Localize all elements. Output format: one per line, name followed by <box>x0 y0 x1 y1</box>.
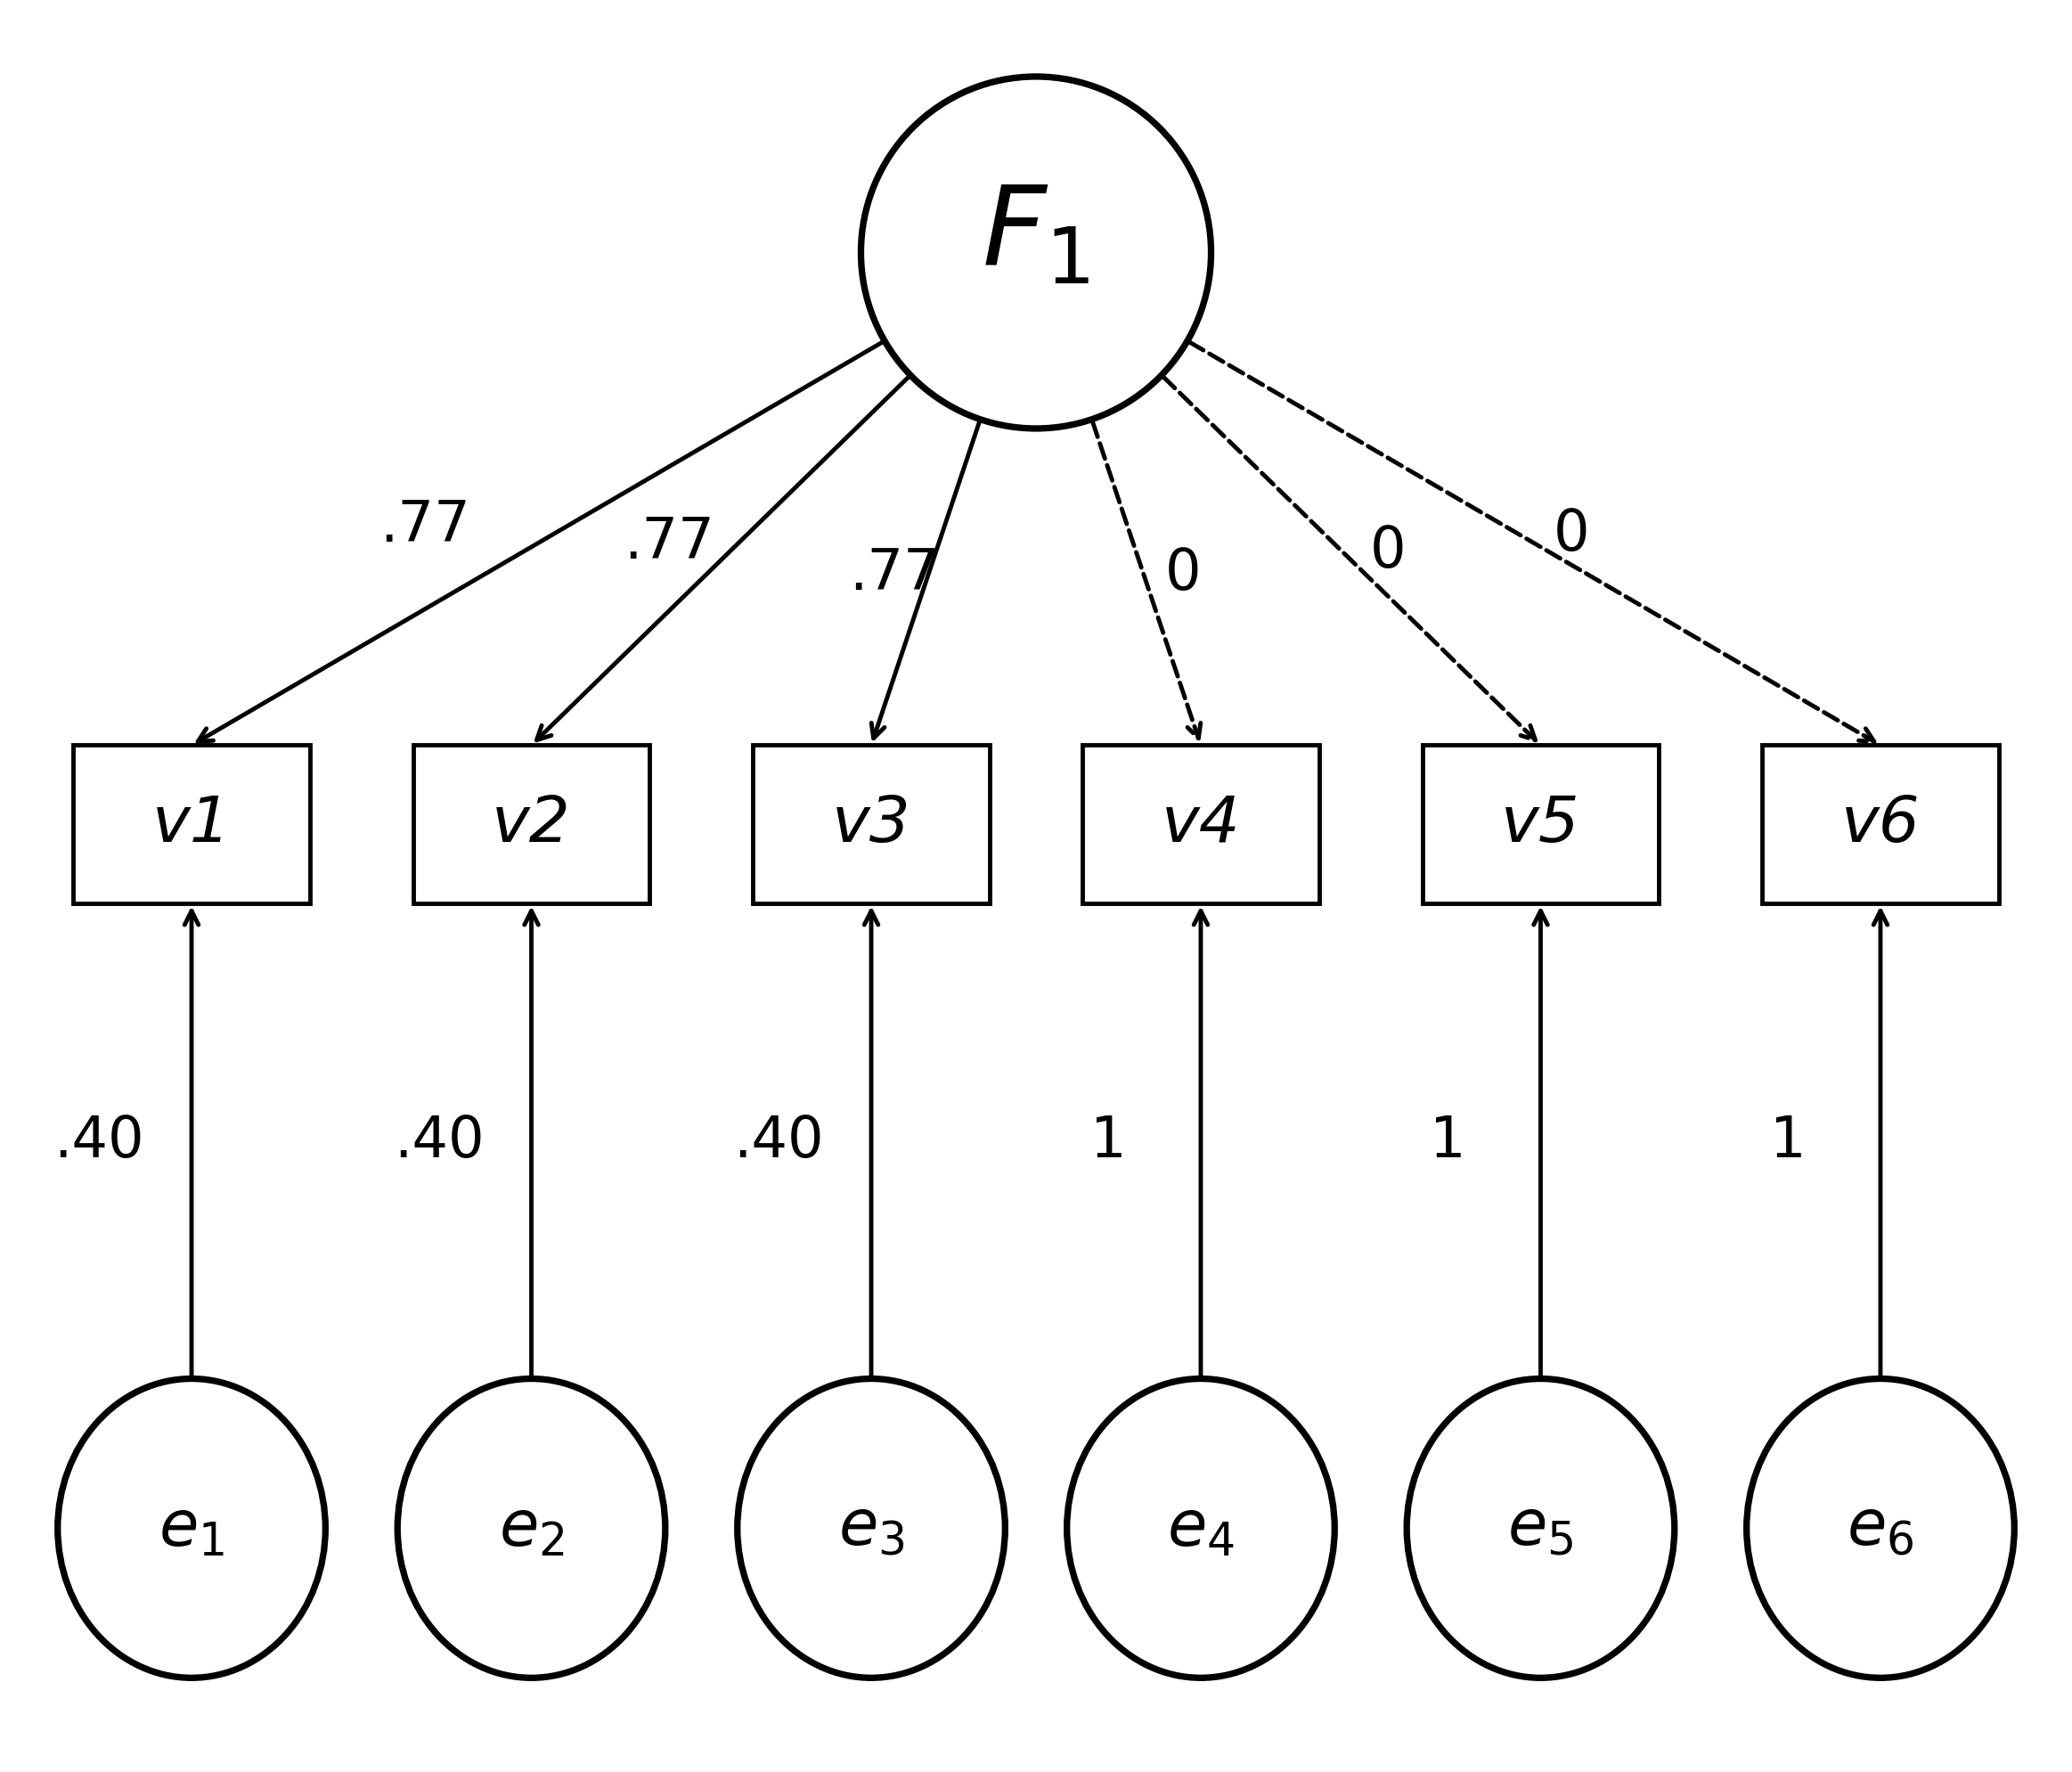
Text: 0: 0 <box>1552 507 1589 562</box>
Text: 0: 0 <box>1370 525 1407 579</box>
Text: 1: 1 <box>1769 1113 1807 1170</box>
Text: .40: .40 <box>394 1113 485 1170</box>
FancyArrowPatch shape <box>1873 911 1888 1377</box>
Text: 1: 1 <box>1090 1113 1127 1170</box>
Text: .77: .77 <box>379 498 470 553</box>
Text: $e_6$: $e_6$ <box>1846 1497 1915 1559</box>
Text: $e_2$: $e_2$ <box>499 1497 564 1559</box>
FancyArrowPatch shape <box>1533 911 1548 1377</box>
Text: $F_1$: $F_1$ <box>982 181 1090 289</box>
FancyArrowPatch shape <box>197 342 883 741</box>
FancyArrowPatch shape <box>1162 377 1535 741</box>
Text: $e_5$: $e_5$ <box>1508 1497 1573 1559</box>
Text: v2: v2 <box>491 794 572 856</box>
Text: 1: 1 <box>1430 1113 1467 1170</box>
FancyArrowPatch shape <box>864 911 879 1377</box>
Text: $e_3$: $e_3$ <box>837 1497 905 1559</box>
Text: v3: v3 <box>831 794 912 856</box>
FancyArrowPatch shape <box>537 377 910 741</box>
Text: v5: v5 <box>1500 794 1581 856</box>
Text: .77: .77 <box>850 546 941 601</box>
FancyArrowPatch shape <box>1193 911 1208 1377</box>
Text: .40: .40 <box>733 1113 825 1170</box>
Text: v1: v1 <box>151 794 232 856</box>
FancyArrowPatch shape <box>1189 342 1875 741</box>
Text: v6: v6 <box>1840 794 1921 856</box>
FancyArrowPatch shape <box>872 422 980 739</box>
FancyArrowPatch shape <box>1092 422 1200 739</box>
FancyArrowPatch shape <box>184 911 199 1377</box>
FancyArrowPatch shape <box>524 911 539 1377</box>
Text: .77: .77 <box>624 516 715 571</box>
Text: $e_4$: $e_4$ <box>1167 1497 1235 1559</box>
Text: v4: v4 <box>1160 794 1241 856</box>
Text: 0: 0 <box>1164 546 1202 601</box>
Text: .40: .40 <box>54 1113 145 1170</box>
Text: $e_1$: $e_1$ <box>160 1497 224 1559</box>
